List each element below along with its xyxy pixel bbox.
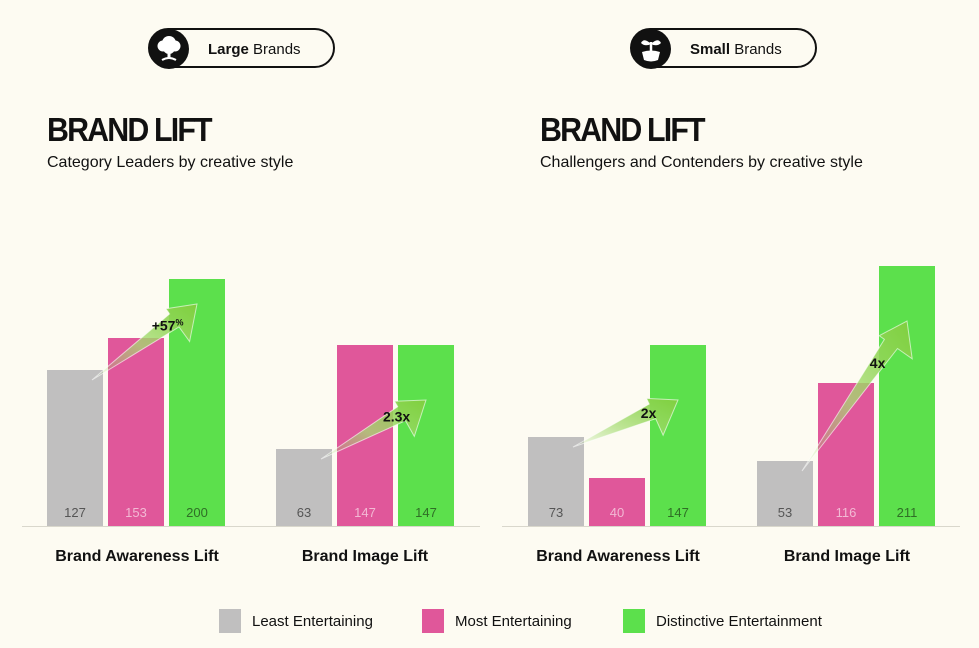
category-label: Brand Awareness Lift: [536, 548, 700, 565]
bar-value-label: 116: [836, 505, 857, 520]
bar: [650, 345, 706, 526]
legend-swatch-distinctive: [623, 609, 645, 633]
bar-value-label: 147: [415, 505, 437, 520]
panel-title-small: BRAND LIFT: [540, 111, 706, 148]
bar-value-label: 153: [125, 505, 147, 520]
category-label: Brand Image Lift: [784, 548, 911, 565]
category-label: Brand Awareness Lift: [55, 548, 219, 565]
tree-icon: [149, 29, 189, 69]
bar: [879, 266, 935, 526]
small-brands-badge: Small Brands: [630, 28, 817, 69]
bar: [276, 449, 332, 526]
panel-subtitle-large: Category Leaders by creative style: [47, 154, 294, 171]
lift-annotation: 2.3x: [383, 409, 410, 425]
lift-annotation: 2x: [641, 405, 657, 421]
legend: Least Entertaining Most Entertaining Dis…: [0, 609, 979, 633]
lift-arrow: [91, 303, 198, 381]
bar-value-label: 40: [610, 505, 624, 520]
bar: [589, 478, 645, 526]
large-brands-badge: Large Brands: [148, 28, 335, 69]
bar: [398, 345, 454, 526]
bar-value-label: 147: [667, 505, 689, 520]
bar-value-label: 147: [354, 505, 376, 520]
panel-subtitle-small: Challengers and Contenders by creative s…: [540, 154, 863, 171]
bar-value-label: 127: [64, 505, 86, 520]
lift-arrow: [801, 320, 913, 472]
lift-annotation: 4x: [870, 355, 886, 371]
bar-value-label: 73: [549, 505, 563, 520]
legend-swatch-most: [422, 609, 444, 633]
panel-title-large: BRAND LIFT: [47, 111, 213, 148]
lift-annotation-sup: %: [175, 317, 183, 327]
bar-value-label: 200: [186, 505, 208, 520]
bar-value-label: 211: [897, 505, 918, 520]
bar-value-label: 63: [297, 505, 311, 520]
lift-arrow: [320, 399, 427, 460]
bar-value-label: 53: [778, 505, 792, 520]
badge-rest-label: Brands: [248, 41, 301, 58]
badge-rest-label: Brands: [730, 41, 782, 58]
lift-arrow: [572, 397, 679, 448]
badge-bold-label: Large: [208, 41, 249, 58]
legend-swatch-least: [219, 609, 241, 633]
bar: [47, 370, 103, 526]
legend-label-distinctive: Distinctive Entertainment: [656, 613, 822, 630]
legend-label-most: Most Entertaining: [455, 613, 572, 630]
category-label: Brand Image Lift: [302, 548, 429, 565]
legend-label-least: Least Entertaining: [252, 613, 373, 630]
badge-bold-label: Small: [690, 41, 731, 58]
bar: [108, 338, 164, 526]
bar: [528, 437, 584, 526]
bar: [757, 461, 813, 526]
sprout-icon: [631, 29, 671, 69]
